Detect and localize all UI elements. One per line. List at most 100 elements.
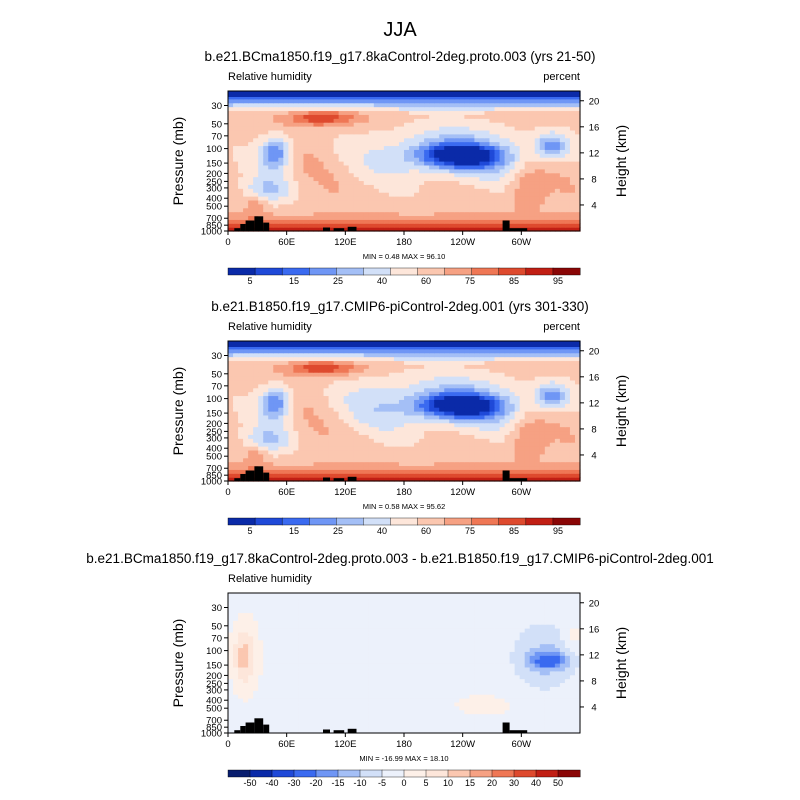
field-cell <box>373 207 380 213</box>
field-cell <box>273 442 279 447</box>
field-cell <box>278 153 284 158</box>
field-cell <box>529 465 536 470</box>
field-cell <box>479 434 486 439</box>
field-cell <box>569 196 576 201</box>
field-cell <box>464 219 470 224</box>
field-cell <box>278 449 284 455</box>
field-cell <box>263 403 269 408</box>
field-cell <box>514 129 521 135</box>
field-cell <box>539 223 546 228</box>
field-cell <box>328 430 335 435</box>
field-cell <box>313 196 320 201</box>
field-cell <box>404 418 410 424</box>
field-cell <box>258 453 264 459</box>
field-cell <box>318 418 325 424</box>
field-cell <box>398 122 405 127</box>
field-cell <box>328 227 335 232</box>
field-cell <box>484 98 491 104</box>
field-cell <box>574 387 581 393</box>
field-cell <box>504 145 511 150</box>
field-cell <box>393 223 400 228</box>
field-cell <box>263 395 269 400</box>
field-cell <box>378 418 385 424</box>
field-cell <box>549 379 556 385</box>
field-cell <box>313 434 320 439</box>
field-cell <box>439 118 445 123</box>
field-cell <box>544 387 551 393</box>
field-cell <box>429 457 435 463</box>
field-cell <box>333 164 340 170</box>
field-cell <box>424 188 430 193</box>
field-cell <box>333 426 340 432</box>
field-cell <box>393 184 400 189</box>
field-cell <box>313 352 320 358</box>
field-cell <box>273 199 279 205</box>
field-cell <box>459 188 465 193</box>
field-cell <box>574 426 581 432</box>
field-cell <box>504 407 511 412</box>
field-cell <box>429 188 435 193</box>
field-cell <box>519 352 526 358</box>
field-cell <box>303 149 310 154</box>
field-cell <box>328 149 335 154</box>
field-cell <box>429 176 435 182</box>
field-cell <box>353 414 360 420</box>
field-cell <box>454 352 460 358</box>
field-cell <box>358 449 365 455</box>
field-cell <box>228 157 234 162</box>
field-cell <box>283 203 289 209</box>
field-cell <box>429 418 435 424</box>
field-cell <box>288 356 294 362</box>
field-cell <box>459 372 465 377</box>
field-cell <box>263 141 269 147</box>
field-cell <box>534 364 541 369</box>
field-cell <box>383 356 390 362</box>
field-cell <box>564 442 571 447</box>
field-cell <box>303 161 310 166</box>
field-cell <box>444 465 450 470</box>
field-cell <box>424 442 430 447</box>
field-cell <box>429 469 435 474</box>
field-cell <box>559 102 566 108</box>
field-cell <box>243 364 249 369</box>
field-cell <box>248 211 254 217</box>
field-cell <box>278 387 284 393</box>
field-cell <box>248 172 254 178</box>
field-cell <box>343 176 350 182</box>
field-cell <box>373 449 380 455</box>
field-cell <box>544 94 551 100</box>
field-cell <box>404 184 410 189</box>
field-cell <box>378 364 385 369</box>
field-cell <box>288 461 294 467</box>
field-cell <box>303 379 310 385</box>
field-cell <box>308 110 315 115</box>
field-cell <box>358 457 365 463</box>
field-cell <box>328 383 335 389</box>
field-cell <box>353 473 360 478</box>
field-cell <box>449 176 455 182</box>
field-cell <box>449 348 455 354</box>
field-cell <box>429 106 435 112</box>
field-cell <box>489 383 496 389</box>
field-cell <box>363 161 370 166</box>
field-cell <box>504 434 511 439</box>
field-cell <box>449 157 455 162</box>
field-cell <box>414 196 420 201</box>
field-cell <box>278 469 284 474</box>
field-cell <box>363 133 370 139</box>
field-cell <box>424 469 430 474</box>
field-cell <box>273 211 279 217</box>
field-cell <box>383 164 390 170</box>
field-cell <box>524 188 531 193</box>
field-cell <box>574 227 581 232</box>
field-cell <box>489 94 496 100</box>
field-cell <box>228 387 234 393</box>
field-cell <box>499 438 506 443</box>
field-cell <box>429 442 435 447</box>
field-cell <box>574 348 581 354</box>
field-cell <box>378 215 385 220</box>
field-cell <box>393 399 400 404</box>
field-cell <box>373 473 380 478</box>
field-cell <box>404 137 410 143</box>
field-cell <box>414 473 420 478</box>
